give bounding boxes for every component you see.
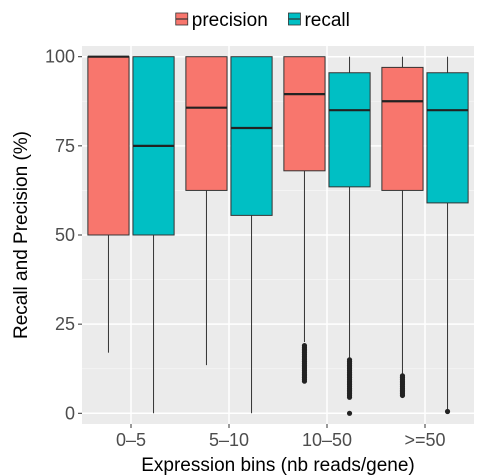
recall-box-4 [426,56,469,415]
outlier-point [301,378,308,384]
y-tick-label: 75 [55,136,75,156]
precision-box-3 [283,56,326,384]
box-iqr [328,72,371,188]
outlier-point [346,394,353,400]
outlier-point [444,408,451,415]
x-tick-label: 5–10 [209,430,249,450]
box-iqr [185,56,228,191]
box-iqr [426,72,469,204]
x-tick-label: 0–5 [116,430,146,450]
x-tick-label: >=50 [404,430,445,450]
legend-label: recall [304,10,349,31]
box-iqr [381,66,424,191]
recall-box-3 [328,56,371,416]
legend-item-recall: recall [288,10,350,31]
y-axis-title: Recall and Precision (%) [11,131,32,339]
x-axis: 0–5 5–10 10–50 >=50 [116,424,446,450]
y-axis: 0 25 50 75 100 [45,47,82,423]
boxes [87,55,469,416]
legend-label: precision [192,10,268,31]
box-iqr [283,56,326,172]
y-tick-label: 100 [45,47,75,67]
y-tick-label: 50 [55,225,75,245]
precision-box-1 [87,55,130,353]
legend-item-precision: precision [175,10,268,31]
recall-box-2 [230,56,273,414]
precision-box-2 [185,56,228,366]
recall-box-1 [132,56,175,414]
box-iqr [230,56,273,216]
outlier-point [346,410,353,416]
legend: precision recall [175,10,350,31]
box-iqr [87,56,130,236]
precision-box-4 [381,56,424,399]
x-tick-label: 10–50 [302,430,352,450]
y-tick-label: 0 [65,403,75,423]
y-tick-label: 25 [55,314,75,334]
x-axis-title: Expression bins (nb reads/gene) [141,455,415,476]
outlier-point [399,392,406,399]
